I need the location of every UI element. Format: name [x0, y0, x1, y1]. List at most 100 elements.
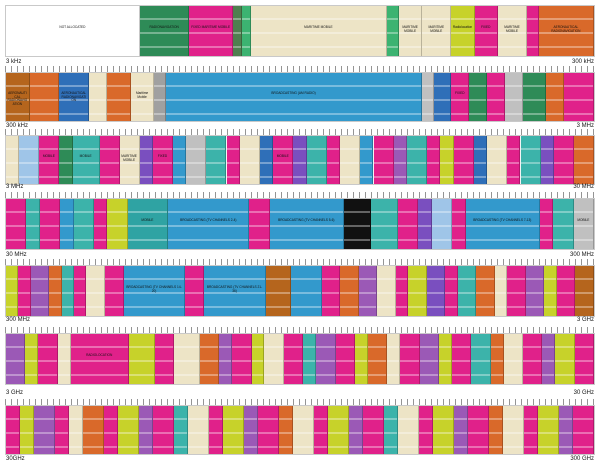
allocation-segment	[546, 73, 565, 121]
allocation-segment	[6, 406, 20, 454]
allocation-segment	[321, 266, 341, 316]
allocation-segment	[575, 266, 594, 316]
allocation-segment	[249, 199, 270, 249]
allocation-segment	[106, 73, 131, 121]
allocation-segment	[258, 406, 279, 454]
allocation-segment	[25, 334, 39, 384]
allocation-segment	[239, 136, 260, 184]
allocation-label: BROADCASTING (TV CHANNELS 14-20)	[126, 285, 182, 293]
allocation-segment: MARITIME MOBILE	[398, 6, 423, 56]
allocation-segment: FIXED	[451, 73, 470, 121]
allocation-segment	[314, 406, 328, 454]
allocation-segment	[139, 136, 153, 184]
allocation-segment	[503, 406, 524, 454]
allocation-label: BROADCASTING (AM RADIO)	[271, 91, 316, 96]
allocation-segment	[556, 266, 576, 316]
allocation-segment	[154, 334, 174, 384]
allocation-segment	[38, 334, 58, 384]
allocation-segment	[186, 136, 207, 184]
allocation-segment	[34, 406, 55, 454]
allocation-segment	[19, 136, 40, 184]
band-30mhz-300mhz: MOBILE BROADCASTING (TV CHANNELS 2-4) BROA…	[5, 198, 595, 250]
allocation-segment	[408, 266, 427, 316]
allocation-segment	[241, 6, 251, 56]
allocation-segment	[489, 406, 503, 454]
allocation-segment	[232, 334, 252, 384]
band-start-label: 30GHz	[6, 456, 25, 462]
allocation-label: AERONAUTICAL RADIONAVIGATION	[61, 91, 87, 103]
allocation-label: MOBILE	[141, 218, 154, 222]
allocation-segment	[520, 136, 541, 184]
allocation-segment	[476, 266, 495, 316]
band-300khz-3mhz: AERONAUTICAL RADIONAVIGATION AERONAUTICAL…	[5, 72, 595, 122]
allocation-segment	[174, 334, 200, 384]
allocation-segment	[540, 136, 554, 184]
allocation-segment	[293, 406, 314, 454]
allocation-segment	[107, 199, 128, 249]
allocation-label: FIXED	[481, 25, 491, 29]
allocation-segment	[553, 136, 574, 184]
allocation-segment: MOBILE	[127, 199, 169, 249]
allocation-segment	[457, 266, 477, 316]
allocation-label: MARITIME MOBILE	[428, 25, 445, 33]
allocation-segment: MOBILE	[573, 199, 594, 249]
allocation-segment	[74, 266, 87, 316]
allocation-segment	[454, 406, 468, 454]
allocation-segment	[199, 334, 220, 384]
allocation-segment	[538, 406, 559, 454]
allocation-label: MOBILE	[42, 154, 55, 159]
allocation-label: MOBILE	[79, 154, 92, 159]
allocation-label: AERONAUTICAL RADIONAVIGATION	[7, 91, 28, 106]
allocation-label: RADIOLOCATION	[86, 353, 113, 357]
allocation-segment	[99, 136, 120, 184]
allocation-segment	[259, 136, 274, 184]
allocation-segment: BROADCASTING (AM RADIO)	[166, 73, 422, 121]
allocation-segment	[59, 136, 73, 184]
allocation-segment	[118, 406, 139, 454]
allocation-segment	[358, 266, 378, 316]
allocation-segment	[29, 73, 60, 121]
allocation-segment: MOBILE	[72, 136, 100, 184]
allocation-segment	[57, 334, 71, 384]
allocation-segment	[384, 406, 398, 454]
allocation-segment	[61, 266, 75, 316]
allocation-segment	[316, 334, 336, 384]
allocation-segment	[400, 334, 420, 384]
allocation-segment: AERONAUTICAL RADIONAVIGATION	[538, 6, 594, 56]
allocation-segment	[574, 334, 594, 384]
allocation-segment: NOT ALLOCATED	[6, 6, 140, 56]
allocation-segment	[243, 406, 258, 454]
allocation-segment	[279, 406, 293, 454]
allocation-segment	[431, 199, 453, 249]
allocation-segment	[524, 406, 538, 454]
band-end-label: 30 GHz	[573, 390, 594, 396]
allocation-segment	[105, 266, 124, 316]
allocation-segment	[559, 406, 573, 454]
allocation-segment	[6, 266, 19, 316]
allocation-segment	[6, 199, 27, 249]
allocation-segment	[573, 136, 594, 184]
allocation-segment	[573, 406, 594, 454]
allocation-segment	[83, 406, 104, 454]
allocation-segment: BROADCASTING (TV CHANNELS 5-6)	[269, 199, 344, 249]
allocation-label: RADIONAVIGATION	[149, 25, 179, 29]
band-start-label: 3 MHz	[6, 184, 24, 190]
band-end-label: 3 GHz	[576, 317, 594, 323]
allocation-segment	[86, 266, 106, 316]
allocation-label: BROADCASTING (TV CHANNELS 7-13)	[473, 218, 532, 222]
allocation-segment	[507, 266, 526, 316]
allocation-segment	[20, 406, 34, 454]
allocation-segment	[377, 266, 396, 316]
allocation-segment	[387, 334, 401, 384]
allocation-segment	[354, 334, 368, 384]
allocation-segment: BROADCASTING (TV CHANNELS 7-13)	[465, 199, 540, 249]
allocation-segment	[555, 334, 575, 384]
allocation-segment	[349, 406, 363, 454]
allocation-segment	[283, 334, 304, 384]
allocation-segment	[30, 266, 50, 316]
allocation-label: BROADCASTING (TV CHANNELS 21-36)	[206, 285, 263, 293]
tick-marks	[5, 327, 595, 333]
allocation-segment	[564, 73, 594, 121]
allocation-segment	[452, 199, 466, 249]
band-3ghz-30ghz: RADIOLOCATION	[5, 333, 595, 385]
